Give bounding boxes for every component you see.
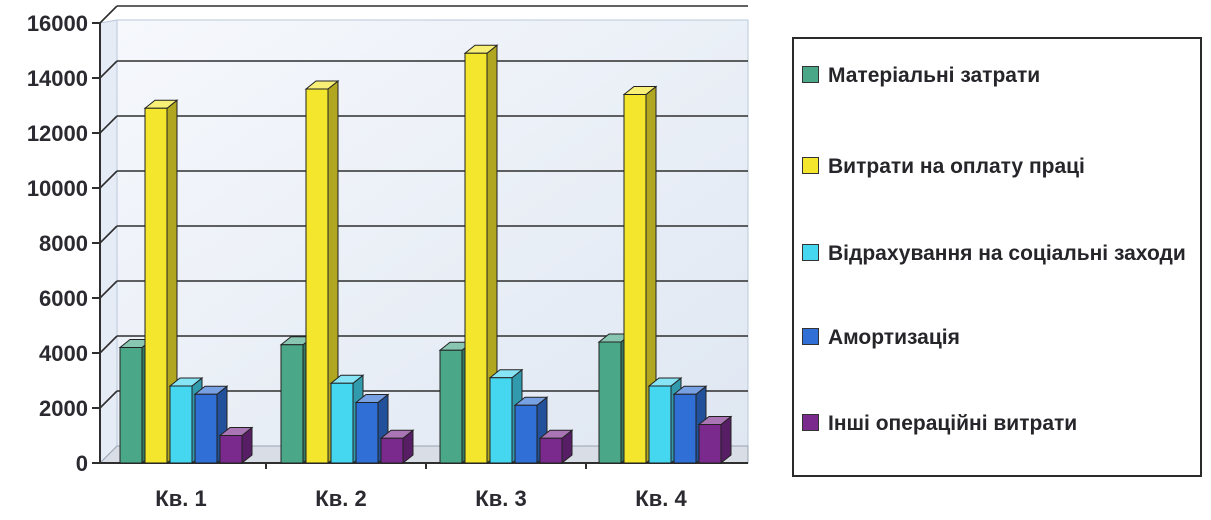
bar: [539, 437, 563, 464]
bar: [119, 347, 143, 464]
y-tick-label: 16000: [27, 11, 88, 36]
gridline-side: [99, 390, 118, 409]
y-tick-label: 6000: [39, 286, 88, 311]
gridline-side: [99, 335, 118, 354]
bar: [648, 385, 672, 464]
legend-swatch-labor-costs: [802, 157, 819, 174]
gridline-side: [99, 280, 118, 299]
bar: [439, 349, 463, 464]
bar: [355, 402, 379, 464]
legend-label-other-expenses: Інші операційні витрати: [828, 412, 1078, 435]
legend-label-social-contributions: Відрахування на соціальні заходи: [828, 242, 1186, 265]
legend-label-depreciation: Амортизація: [828, 326, 960, 349]
x-tick-label: Кв. 1: [155, 486, 206, 511]
bar: [169, 385, 193, 464]
legend-swatch-depreciation: [802, 328, 819, 345]
bar: [698, 424, 722, 464]
bar: [673, 393, 697, 464]
bar: [194, 393, 218, 464]
gridline-side: [99, 60, 118, 79]
bar: [514, 404, 538, 464]
bar: [219, 435, 243, 464]
legend-swatch-social-contributions: [802, 244, 819, 261]
bar: [489, 377, 513, 464]
legend-swatch-material-costs: [802, 66, 819, 83]
bar: [598, 341, 622, 464]
y-tick-label: 12000: [27, 121, 88, 146]
bar: [305, 88, 329, 464]
bar: [380, 437, 404, 464]
y-tick-label: 2000: [39, 396, 88, 421]
legend-label-labor-costs: Витрати на оплату праці: [828, 155, 1085, 178]
x-tick-label: Кв. 2: [315, 486, 366, 511]
bar: [330, 382, 354, 464]
bar: [280, 344, 304, 464]
bar: [144, 107, 168, 464]
gridline-side: [99, 225, 118, 244]
y-tick-label: 8000: [39, 231, 88, 256]
gridline-side: [99, 115, 118, 134]
y-tick-label: 14000: [27, 66, 88, 91]
x-tick-label: Кв. 4: [635, 486, 687, 511]
y-tick-label: 4000: [39, 341, 88, 366]
legend: Матеріальні затрати Витрати на оплату пр…: [792, 37, 1202, 477]
bar: [464, 52, 488, 464]
gridline-side: [99, 170, 118, 189]
gridline-side: [99, 5, 118, 24]
y-tick-label: 10000: [27, 176, 88, 201]
legend-label-material-costs: Матеріальні затрати: [828, 64, 1041, 87]
y-tick-label: 0: [76, 451, 88, 476]
legend-swatch-other-expenses: [802, 414, 819, 431]
bar: [623, 94, 647, 464]
x-tick-label: Кв. 3: [475, 486, 526, 511]
